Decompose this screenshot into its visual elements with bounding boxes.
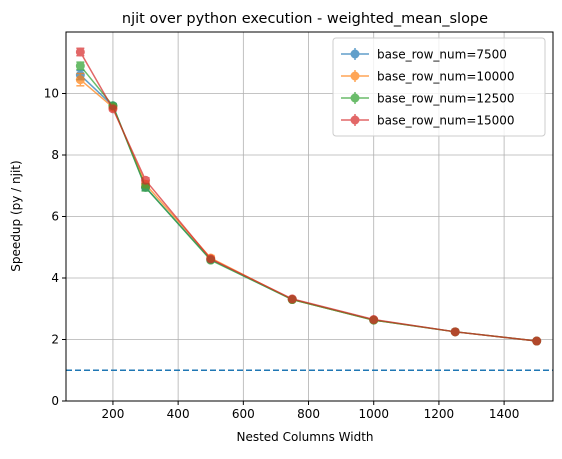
x-tick-label: 1200 bbox=[424, 407, 455, 421]
data-point bbox=[532, 336, 542, 346]
legend-key bbox=[341, 70, 369, 82]
y-tick-label: 2 bbox=[51, 333, 59, 347]
legend-marker bbox=[350, 49, 360, 59]
legend-marker bbox=[350, 93, 360, 103]
legend-label: base_row_num=7500 bbox=[377, 48, 507, 62]
data-point bbox=[141, 175, 151, 185]
legend-box bbox=[332, 37, 546, 137]
series-line bbox=[79, 51, 537, 342]
data-point bbox=[287, 294, 297, 304]
legend-marker bbox=[350, 71, 360, 81]
legend-key bbox=[341, 114, 369, 126]
x-tick-label: 600 bbox=[232, 407, 255, 421]
x-tick-label: 800 bbox=[297, 407, 320, 421]
legend-key bbox=[341, 92, 369, 104]
data-point bbox=[75, 61, 85, 71]
data-point bbox=[450, 327, 460, 337]
legend-label: base_row_num=15000 bbox=[377, 114, 515, 128]
y-tick-label: 0 bbox=[51, 394, 59, 408]
x-tick-label: 1000 bbox=[358, 407, 389, 421]
x-axis-label: Nested Columns Width bbox=[236, 430, 373, 444]
data-point bbox=[141, 182, 151, 192]
legend-label: base_row_num=10000 bbox=[377, 70, 515, 84]
y-axis-label: Speedup (py / njit) bbox=[9, 160, 23, 271]
data-point bbox=[75, 47, 85, 57]
plot-frame bbox=[65, 31, 554, 402]
chart-title: njit over python execution - weighted_me… bbox=[122, 11, 488, 27]
y-tick-label: 10 bbox=[44, 87, 59, 101]
data-point bbox=[369, 315, 379, 325]
legend-marker bbox=[350, 115, 360, 125]
x-tick-label: 1400 bbox=[489, 407, 520, 421]
legend-label: base_row_num=12500 bbox=[377, 92, 515, 106]
x-tick-label: 200 bbox=[101, 407, 124, 421]
y-tick-label: 6 bbox=[51, 210, 59, 224]
x-tick-label: 400 bbox=[167, 407, 190, 421]
data-point bbox=[108, 104, 118, 114]
y-tick-label: 8 bbox=[51, 148, 59, 162]
series bbox=[75, 47, 542, 346]
legend-key bbox=[341, 48, 369, 60]
data-point bbox=[206, 254, 216, 264]
y-tick-label: 4 bbox=[51, 271, 59, 285]
data-point bbox=[75, 75, 85, 85]
